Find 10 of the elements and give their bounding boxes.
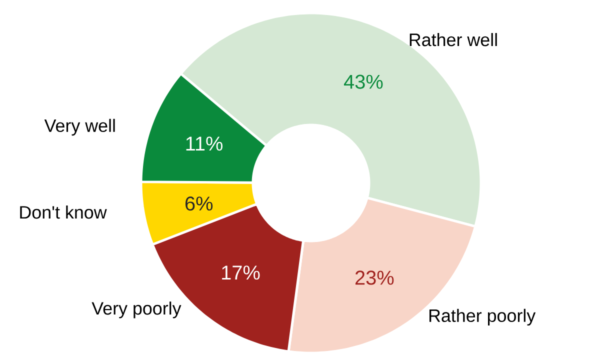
slice-label: Don't know: [20, 206, 107, 219]
slice-label: Rather well: [410, 33, 497, 46]
slice-label: Very well: [44, 118, 115, 136]
data-label: 23%: [355, 270, 394, 285]
slice-label: Rather poorly: [429, 308, 536, 326]
data-label: 43%: [344, 74, 383, 89]
data-label: 11%: [186, 136, 222, 151]
slice-label: Very poorly: [92, 302, 182, 318]
data-label: 17%: [222, 266, 260, 280]
data-label: 6%: [185, 196, 213, 211]
